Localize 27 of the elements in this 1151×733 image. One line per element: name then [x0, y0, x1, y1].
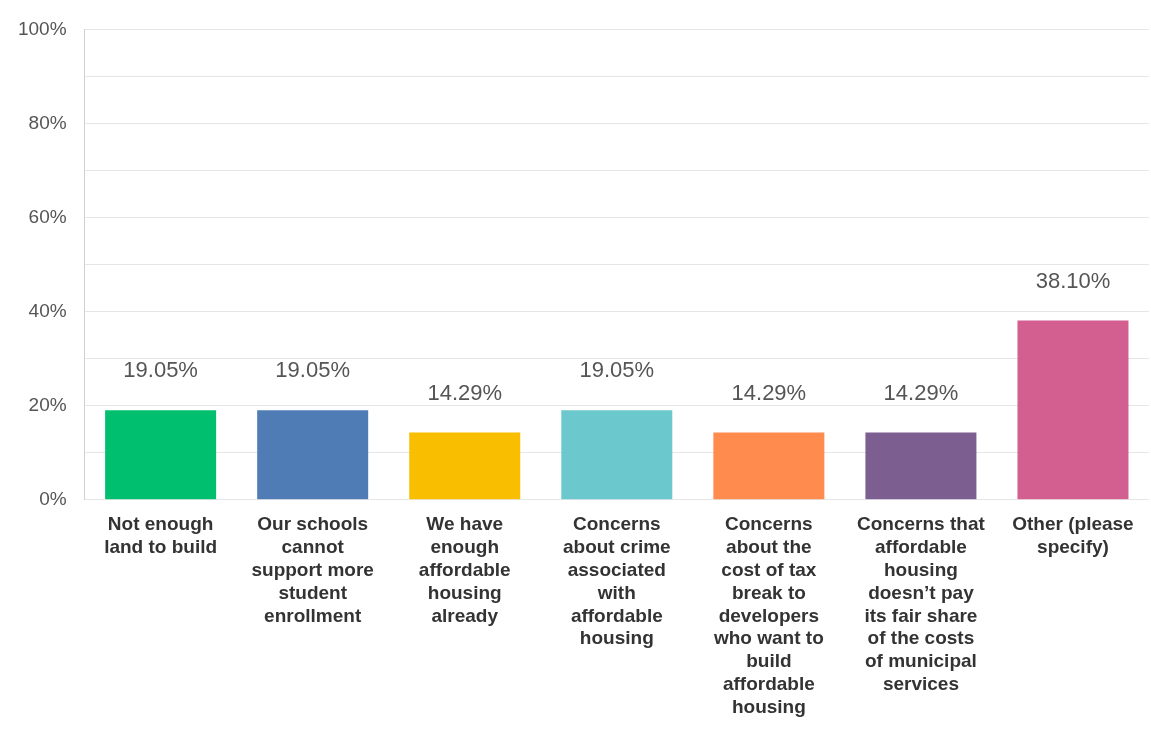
data-label: 38.10%: [1035, 267, 1111, 293]
bar: [865, 432, 977, 500]
data-label: 14.29%: [883, 379, 959, 405]
bar: [105, 410, 217, 500]
data-label: 19.05%: [123, 357, 198, 383]
data-label: 14.29%: [427, 379, 503, 405]
bar: [257, 410, 369, 500]
x-tick-label: We have enough affordable housing already: [418, 513, 511, 626]
bar: [1017, 320, 1129, 500]
y-tick-label: 40%: [28, 299, 67, 321]
category-label: Concerns about the cost of tax break to developers who want to build affordable housing: [713, 513, 824, 717]
data-label: 14.29%: [731, 379, 807, 405]
y-tick-label: 80%: [28, 111, 67, 133]
y-tick-label: 60%: [28, 205, 67, 227]
y-tick-label: 20%: [28, 393, 67, 415]
data-label: 19.05%: [275, 357, 350, 383]
data-label: 19.05%: [579, 357, 655, 383]
y-tick-label: 100%: [17, 17, 67, 39]
x-tick-label: Our schools cannot support more student enrollment: [251, 513, 374, 626]
bar: [409, 432, 521, 500]
x-tick-label: Concerns about crime associated with affordable housing: [562, 513, 671, 649]
x-tick-label: Not enough land to build: [104, 513, 218, 558]
x-tick-label: Concerns that affordable housing doesn’t pay its fair share of the costs of municipal services: [857, 513, 986, 695]
bar: [713, 432, 825, 500]
y-tick-label: 0%: [39, 488, 67, 510]
x-tick-label: Other (please specify): [1012, 513, 1134, 558]
bar: [561, 410, 673, 500]
